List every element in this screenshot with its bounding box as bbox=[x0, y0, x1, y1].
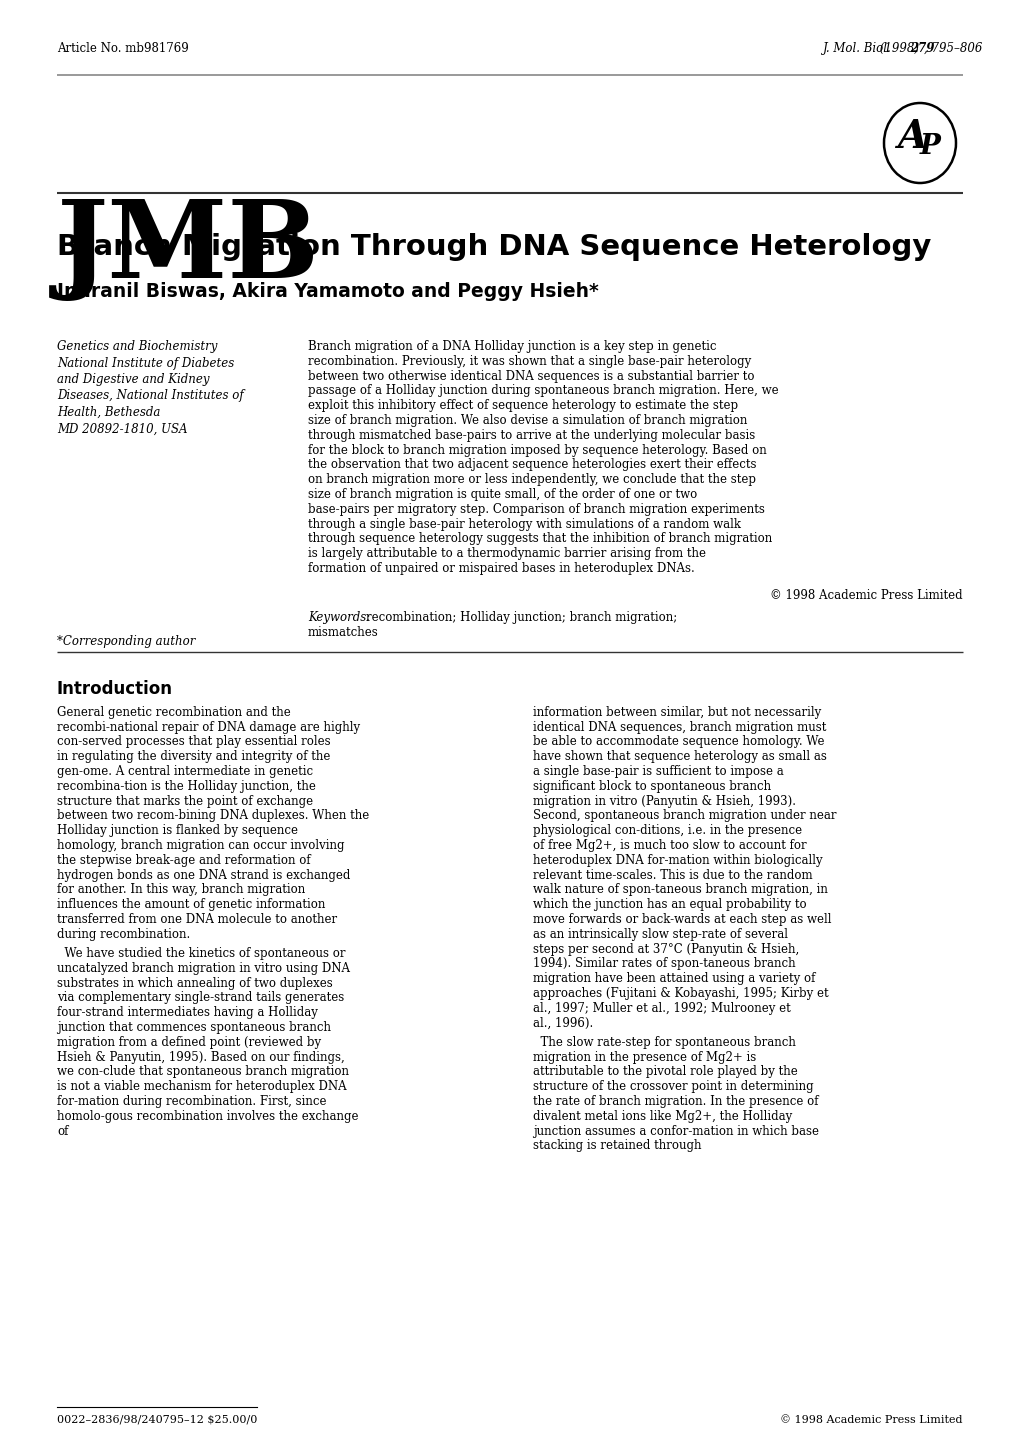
Text: approaches (Fujitani & Kobayashi, 1995; Kirby et: approaches (Fujitani & Kobayashi, 1995; … bbox=[533, 987, 827, 1000]
Text: hydrogen bonds as one DNA strand is exchanged: hydrogen bonds as one DNA strand is exch… bbox=[57, 869, 351, 882]
Text: 279: 279 bbox=[909, 42, 933, 55]
Text: The slow rate-step for spontaneous branch: The slow rate-step for spontaneous branc… bbox=[533, 1036, 795, 1049]
Text: Branch migration of a DNA Holliday junction is a key step in genetic: Branch migration of a DNA Holliday junct… bbox=[308, 341, 715, 354]
Text: information between similar, but not necessarily: information between similar, but not nec… bbox=[533, 706, 820, 719]
Text: for another. In this way, branch migration: for another. In this way, branch migrati… bbox=[57, 883, 305, 896]
Text: four-strand intermediates having a Holliday: four-strand intermediates having a Holli… bbox=[57, 1006, 318, 1019]
Text: Article No. mb981769: Article No. mb981769 bbox=[57, 42, 189, 55]
Text: through mismatched base-pairs to arrive at the underlying molecular basis: through mismatched base-pairs to arrive … bbox=[308, 429, 754, 442]
Text: through sequence heterology suggests that the inhibition of branch migration: through sequence heterology suggests tha… bbox=[308, 532, 771, 545]
Text: between two recom-bining DNA duplexes. When the: between two recom-bining DNA duplexes. W… bbox=[57, 810, 369, 823]
Text: for-mation during recombination. First, since: for-mation during recombination. First, … bbox=[57, 1095, 326, 1108]
Text: a single base-pair is sufficient to impose a: a single base-pair is sufficient to impo… bbox=[533, 765, 783, 778]
Text: during recombination.: during recombination. bbox=[57, 928, 191, 941]
Text: which the junction has an equal probability to: which the junction has an equal probabil… bbox=[533, 898, 806, 911]
Text: and Digestive and Kidney: and Digestive and Kidney bbox=[57, 372, 209, 385]
Text: 1994). Similar rates of spon-taneous branch: 1994). Similar rates of spon-taneous bra… bbox=[533, 957, 795, 970]
Text: uncatalyzed branch migration in vitro using DNA: uncatalyzed branch migration in vitro us… bbox=[57, 962, 350, 975]
Text: migration in the presence of Mg2+ is: migration in the presence of Mg2+ is bbox=[533, 1051, 755, 1063]
Text: 0022–2836/98/240795–12 $25.00/0: 0022–2836/98/240795–12 $25.00/0 bbox=[57, 1416, 257, 1426]
Text: steps per second at 37°C (Panyutin & Hsieh,: steps per second at 37°C (Panyutin & Hsi… bbox=[533, 942, 799, 955]
Text: Second, spontaneous branch migration under near: Second, spontaneous branch migration und… bbox=[533, 810, 836, 823]
Text: the observation that two adjacent sequence heterologies exert their effects: the observation that two adjacent sequen… bbox=[308, 459, 756, 472]
Text: mismatches: mismatches bbox=[308, 626, 378, 639]
Text: in regulating the diversity and integrity of the: in regulating the diversity and integrit… bbox=[57, 750, 330, 763]
Text: heteroduplex DNA for-mation within biologically: heteroduplex DNA for-mation within biolo… bbox=[533, 854, 821, 867]
Text: *Corresponding author: *Corresponding author bbox=[57, 635, 196, 648]
Text: on branch migration more or less independently, we conclude that the step: on branch migration more or less indepen… bbox=[308, 473, 755, 486]
Text: size of branch migration. We also devise a simulation of branch migration: size of branch migration. We also devise… bbox=[308, 414, 747, 427]
Text: recombina-tion is the Holliday junction, the: recombina-tion is the Holliday junction,… bbox=[57, 779, 316, 792]
Text: MD 20892-1810, USA: MD 20892-1810, USA bbox=[57, 423, 187, 436]
Text: we con-clude that spontaneous branch migration: we con-clude that spontaneous branch mig… bbox=[57, 1065, 348, 1078]
Text: Hsieh & Panyutin, 1995). Based on our findings,: Hsieh & Panyutin, 1995). Based on our fi… bbox=[57, 1051, 344, 1063]
Text: of: of bbox=[57, 1124, 68, 1137]
Text: transferred from one DNA molecule to another: transferred from one DNA molecule to ano… bbox=[57, 913, 337, 926]
Text: Genetics and Biochemistry: Genetics and Biochemistry bbox=[57, 341, 217, 354]
Text: influences the amount of genetic information: influences the amount of genetic informa… bbox=[57, 898, 325, 911]
Text: as an intrinsically slow step-rate of several: as an intrinsically slow step-rate of se… bbox=[533, 928, 788, 941]
Text: physiological con-ditions, i.e. in the presence: physiological con-ditions, i.e. in the p… bbox=[533, 824, 801, 837]
Text: Diseases, National Institutes of: Diseases, National Institutes of bbox=[57, 390, 244, 403]
Text: stacking is retained through: stacking is retained through bbox=[533, 1140, 701, 1153]
Text: through a single base-pair heterology with simulations of a random walk: through a single base-pair heterology wi… bbox=[308, 518, 740, 531]
Text: Indranil Biswas, Akira Yamamoto and Peggy Hsieh*: Indranil Biswas, Akira Yamamoto and Pegg… bbox=[57, 281, 598, 302]
Text: A: A bbox=[896, 118, 926, 156]
Text: National Institute of Diabetes: National Institute of Diabetes bbox=[57, 356, 234, 369]
Text: migration in vitro (Panyutin & Hsieh, 1993).: migration in vitro (Panyutin & Hsieh, 19… bbox=[533, 795, 795, 808]
Text: (1998): (1998) bbox=[875, 42, 921, 55]
Text: General genetic recombination and the: General genetic recombination and the bbox=[57, 706, 290, 719]
Text: walk nature of spon-taneous branch migration, in: walk nature of spon-taneous branch migra… bbox=[533, 883, 827, 896]
Text: divalent metal ions like Mg2+, the Holliday: divalent metal ions like Mg2+, the Holli… bbox=[533, 1110, 792, 1123]
Text: structure that marks the point of exchange: structure that marks the point of exchan… bbox=[57, 795, 313, 808]
Text: gen-ome. A central intermediate in genetic: gen-ome. A central intermediate in genet… bbox=[57, 765, 313, 778]
Text: passage of a Holliday junction during spontaneous branch migration. Here, we: passage of a Holliday junction during sp… bbox=[308, 384, 777, 397]
Text: junction that commences spontaneous branch: junction that commences spontaneous bran… bbox=[57, 1022, 331, 1035]
Text: substrates in which annealing of two duplexes: substrates in which annealing of two dup… bbox=[57, 977, 332, 990]
Text: size of branch migration is quite small, of the order of one or two: size of branch migration is quite small,… bbox=[308, 488, 697, 501]
Text: of free Mg2+, is much too slow to account for: of free Mg2+, is much too slow to accoun… bbox=[533, 838, 806, 851]
Text: move forwards or back-wards at each step as well: move forwards or back-wards at each step… bbox=[533, 913, 830, 926]
Text: © 1998 Academic Press Limited: © 1998 Academic Press Limited bbox=[769, 589, 962, 602]
Text: attributable to the pivotal role played by the: attributable to the pivotal role played … bbox=[533, 1065, 797, 1078]
Text: Health, Bethesda: Health, Bethesda bbox=[57, 405, 160, 418]
Text: al., 1996).: al., 1996). bbox=[533, 1017, 593, 1030]
Text: base-pairs per migratory step. Comparison of branch migration experiments: base-pairs per migratory step. Compariso… bbox=[308, 502, 764, 515]
Text: migration from a defined point (reviewed by: migration from a defined point (reviewed… bbox=[57, 1036, 321, 1049]
Text: We have studied the kinetics of spontaneous or: We have studied the kinetics of spontane… bbox=[57, 947, 345, 960]
Text: , 795–806: , 795–806 bbox=[923, 42, 981, 55]
Text: exploit this inhibitory effect of sequence heterology to estimate the step: exploit this inhibitory effect of sequen… bbox=[308, 400, 738, 413]
Text: for the block to branch migration imposed by sequence heterology. Based on: for the block to branch migration impose… bbox=[308, 443, 766, 456]
Text: formation of unpaired or mispaired bases in heteroduplex DNAs.: formation of unpaired or mispaired bases… bbox=[308, 561, 694, 574]
Text: recombi-national repair of DNA damage are highly: recombi-national repair of DNA damage ar… bbox=[57, 720, 360, 733]
Text: homology, branch migration can occur involving: homology, branch migration can occur inv… bbox=[57, 838, 344, 851]
Text: between two otherwise identical DNA sequences is a substantial barrier to: between two otherwise identical DNA sequ… bbox=[308, 369, 754, 382]
Text: relevant time-scales. This is due to the random: relevant time-scales. This is due to the… bbox=[533, 869, 812, 882]
Text: Introduction: Introduction bbox=[57, 680, 173, 698]
Text: migration have been attained using a variety of: migration have been attained using a var… bbox=[533, 973, 814, 986]
Text: recombination; Holliday junction; branch migration;: recombination; Holliday junction; branch… bbox=[366, 610, 677, 623]
Text: P: P bbox=[919, 134, 940, 160]
Text: is not a viable mechanism for heteroduplex DNA: is not a viable mechanism for heterodupl… bbox=[57, 1081, 346, 1094]
Text: J. Mol. Biol.: J. Mol. Biol. bbox=[821, 42, 891, 55]
Text: homolo-gous recombination involves the exchange: homolo-gous recombination involves the e… bbox=[57, 1110, 358, 1123]
Text: via complementary single-strand tails generates: via complementary single-strand tails ge… bbox=[57, 991, 344, 1004]
Text: have shown that sequence heterology as small as: have shown that sequence heterology as s… bbox=[533, 750, 826, 763]
Text: con-served processes that play essential roles: con-served processes that play essential… bbox=[57, 736, 330, 749]
Text: significant block to spontaneous branch: significant block to spontaneous branch bbox=[533, 779, 770, 792]
Text: Holliday junction is flanked by sequence: Holliday junction is flanked by sequence bbox=[57, 824, 298, 837]
Text: identical DNA sequences, branch migration must: identical DNA sequences, branch migratio… bbox=[533, 720, 825, 733]
Text: © 1998 Academic Press Limited: © 1998 Academic Press Limited bbox=[780, 1416, 962, 1426]
Text: JMB: JMB bbox=[57, 195, 320, 302]
Text: the rate of branch migration. In the presence of: the rate of branch migration. In the pre… bbox=[533, 1095, 817, 1108]
Text: Branch Migration Through DNA Sequence Heterology: Branch Migration Through DNA Sequence He… bbox=[57, 232, 930, 261]
Text: the stepwise break-age and reformation of: the stepwise break-age and reformation o… bbox=[57, 854, 311, 867]
Text: structure of the crossover point in determining: structure of the crossover point in dete… bbox=[533, 1081, 813, 1094]
Text: is largely attributable to a thermodynamic barrier arising from the: is largely attributable to a thermodynam… bbox=[308, 547, 705, 560]
Text: recombination. Previously, it was shown that a single base-pair heterology: recombination. Previously, it was shown … bbox=[308, 355, 751, 368]
Text: al., 1997; Muller et al., 1992; Mulrooney et: al., 1997; Muller et al., 1992; Mulroone… bbox=[533, 1001, 790, 1014]
Text: junction assumes a confor-mation in which base: junction assumes a confor-mation in whic… bbox=[533, 1124, 818, 1137]
Text: be able to accommodate sequence homology. We: be able to accommodate sequence homology… bbox=[533, 736, 823, 749]
Text: Keywords:: Keywords: bbox=[308, 610, 370, 623]
